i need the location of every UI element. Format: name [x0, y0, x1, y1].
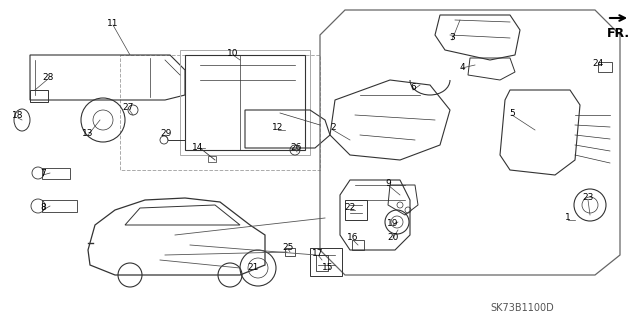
- Bar: [310, 248, 342, 276]
- Text: 25: 25: [282, 242, 294, 251]
- Text: 1: 1: [565, 213, 571, 222]
- Text: 13: 13: [83, 129, 93, 137]
- Bar: [42, 168, 70, 179]
- Text: 16: 16: [348, 234, 359, 242]
- Text: 5: 5: [509, 108, 515, 117]
- Text: 9: 9: [385, 179, 391, 188]
- Bar: [30, 90, 48, 102]
- Text: 3: 3: [449, 33, 455, 42]
- Text: 20: 20: [387, 233, 399, 241]
- Text: 22: 22: [344, 204, 356, 212]
- Text: 18: 18: [12, 112, 24, 121]
- Text: 11: 11: [108, 19, 119, 27]
- Bar: [598, 62, 612, 72]
- Bar: [352, 240, 364, 250]
- Bar: [42, 200, 77, 212]
- Text: 24: 24: [593, 58, 604, 68]
- Text: FR.: FR.: [607, 27, 630, 40]
- Text: 26: 26: [291, 143, 301, 152]
- Text: SK73B1100D: SK73B1100D: [490, 303, 554, 313]
- Text: 15: 15: [323, 263, 333, 272]
- Text: 10: 10: [227, 48, 239, 57]
- Text: 23: 23: [582, 194, 594, 203]
- Text: 14: 14: [192, 143, 204, 152]
- Text: 2: 2: [330, 123, 336, 132]
- Text: 17: 17: [312, 249, 324, 257]
- Text: 19: 19: [387, 219, 399, 227]
- Text: 12: 12: [272, 123, 284, 132]
- Text: 7: 7: [40, 168, 46, 177]
- Text: 8: 8: [40, 204, 46, 212]
- Text: 6: 6: [410, 84, 416, 93]
- Text: 27: 27: [122, 102, 134, 112]
- Text: 29: 29: [160, 129, 172, 137]
- Bar: [285, 248, 295, 256]
- Text: 21: 21: [247, 263, 259, 271]
- Bar: [345, 200, 367, 220]
- Bar: [208, 156, 216, 162]
- Bar: [316, 255, 328, 271]
- Text: 4: 4: [459, 63, 465, 71]
- Text: 28: 28: [42, 72, 54, 81]
